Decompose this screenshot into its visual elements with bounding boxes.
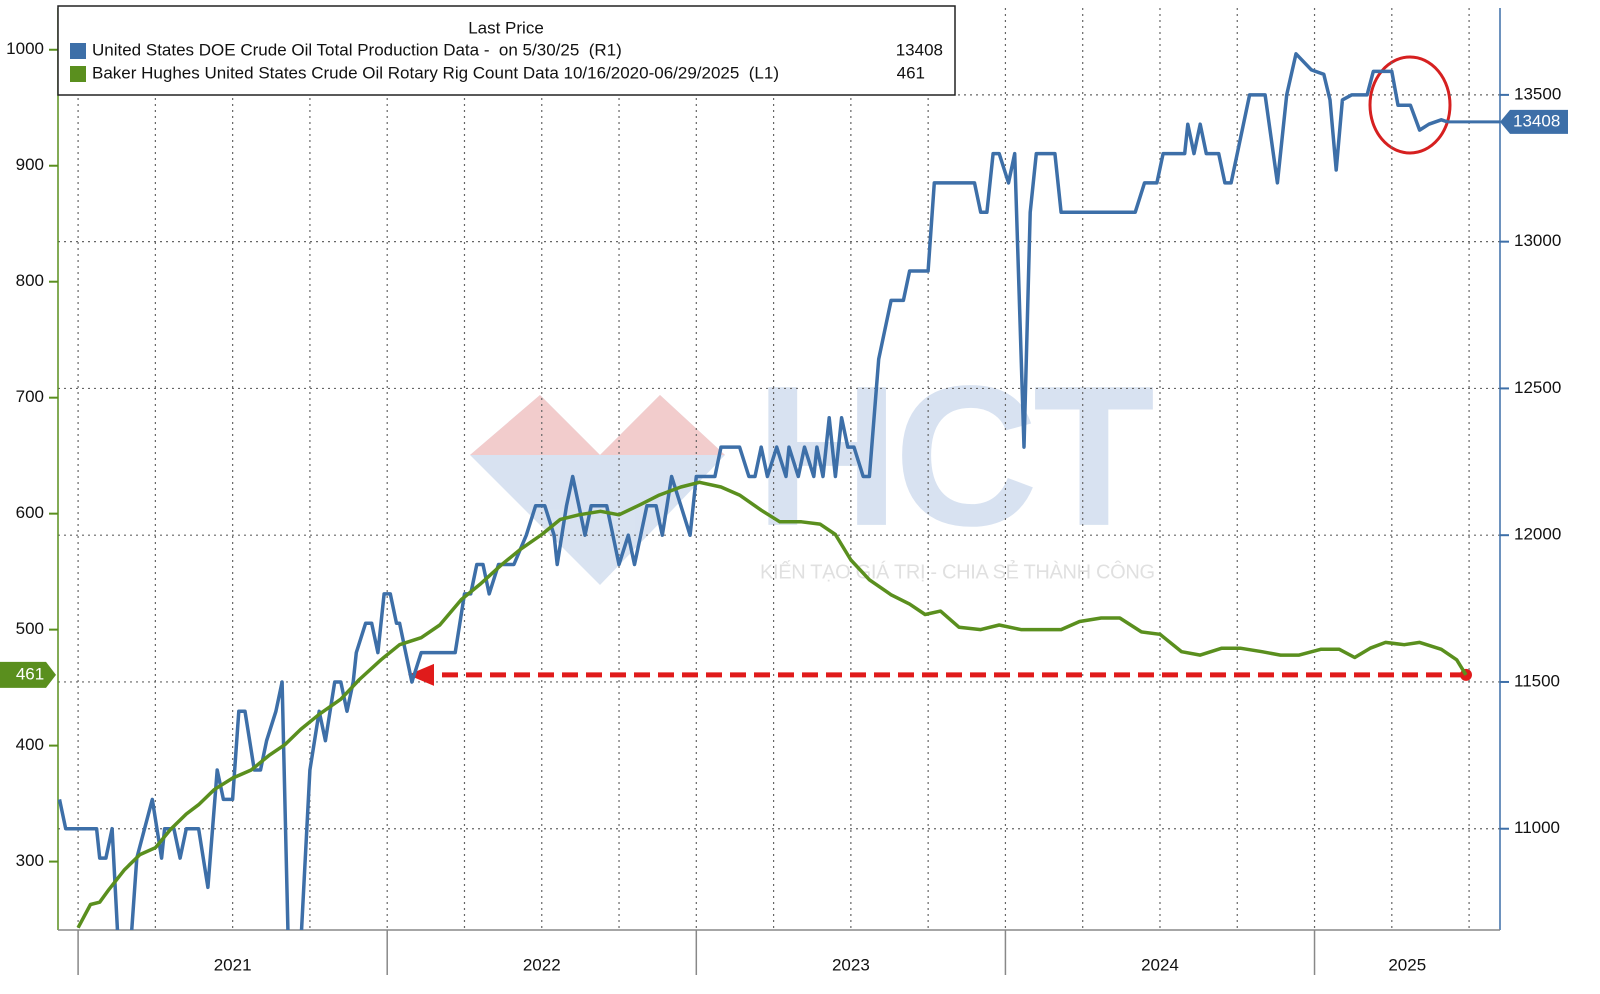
watermark-logo: HCT [755,345,1155,568]
legend-swatch [70,66,86,82]
legend-box [57,5,956,96]
x-tick-label: 2023 [832,955,870,974]
x-tick-label: 2022 [523,955,561,974]
last-value-label: 461 [16,664,44,683]
last-value-tag [1500,109,1568,134]
last-value-label: 13408 [1513,111,1560,130]
series-line [76,480,1468,929]
x-tick-label: 2024 [1141,955,1179,974]
y2-tick-label: 12500 [1514,378,1561,397]
x-tick-label: 2021 [214,955,252,974]
y2-tick-label: 11000 [1514,818,1560,837]
legend-value: 13408 [896,40,943,59]
legend-title: Last Price [468,18,544,37]
logo-triangle [470,395,600,455]
legend-label: Baker Hughes United States Crude Oil Rot… [92,63,779,82]
y-tick-label: 300 [16,851,44,870]
legend-swatch [70,43,86,59]
annotation-arrowhead [408,663,434,686]
series-line [58,52,1449,930]
y2-tick-label: 11500 [1514,671,1560,690]
y-tick-label: 800 [16,271,44,290]
y-tick-label: 500 [16,619,44,638]
watermark-tagline: KIẾN TẠO GIÁ TRỊ - CHIA SẺ THÀNH CÔNG [760,560,1155,583]
last-value-tag [0,661,56,688]
legend-label: United States DOE Crude Oil Total Produc… [92,40,622,59]
legend-value: 461 [897,63,925,82]
highlight-circle [1368,55,1452,155]
legend: Last Price United States DOE Crude Oil To… [57,5,956,96]
y2-tick-label: 13000 [1514,231,1561,250]
y-tick-label: 900 [16,155,44,174]
logo-triangle [600,395,725,455]
y-tick-label: 1000 [6,39,44,58]
y-tick-label: 400 [16,735,44,754]
x-tick-label: 2025 [1388,955,1426,974]
y2-tick-label: 13500 [1514,84,1561,103]
y-tick-label: 700 [16,387,44,406]
plot-area [58,52,1468,930]
y-tick-label: 600 [16,503,44,522]
watermark: HCT KIẾN TẠO GIÁ TRỊ - CHIA SẺ THÀNH CÔN… [470,345,1155,585]
y2-tick-label: 12000 [1514,525,1561,544]
